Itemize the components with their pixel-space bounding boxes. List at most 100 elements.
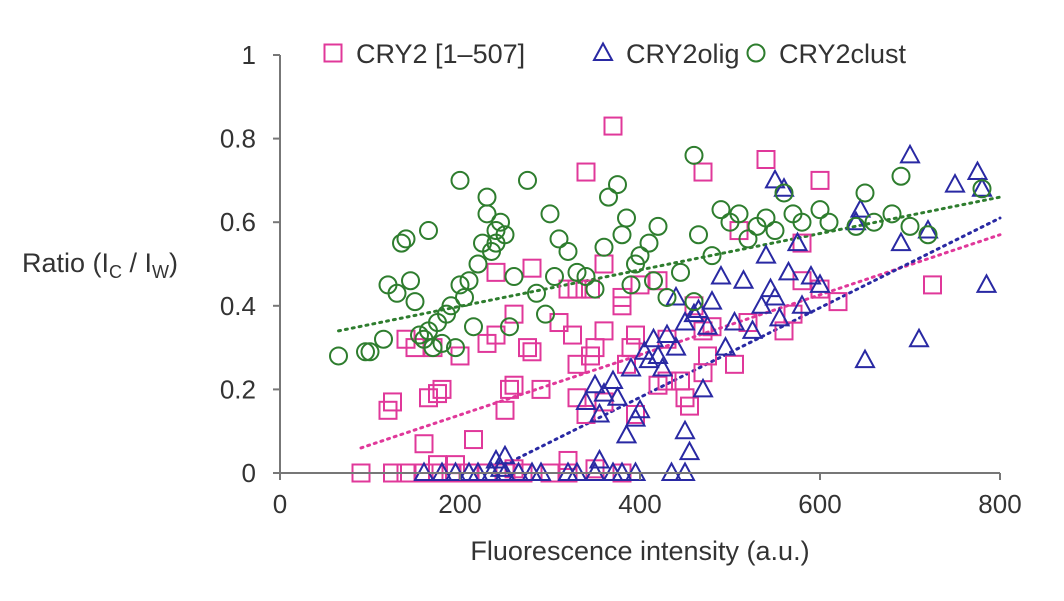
data-point-square <box>522 342 542 362</box>
data-point-triangle <box>584 373 606 394</box>
legend: CRY2 [1–507] CRY2olig CRY2clust <box>323 39 907 69</box>
legend-marker-circle <box>746 43 766 63</box>
data-point-triangle <box>588 448 611 469</box>
data-point-square <box>603 116 623 136</box>
data-point-square <box>594 392 614 412</box>
data-point-triangle <box>588 402 611 423</box>
data-point-triangle <box>768 306 791 327</box>
data-point-triangle <box>809 273 831 293</box>
y-axis-title-mid: / I <box>122 248 152 278</box>
data-point-square <box>792 233 812 253</box>
data-point-triangle <box>444 461 467 481</box>
data-point-circle <box>477 187 497 207</box>
data-point-square <box>464 430 483 450</box>
data-point-circle <box>504 267 524 287</box>
data-point-circle <box>657 287 677 307</box>
data-point-triangle <box>854 348 876 369</box>
data-point-triangle <box>845 210 867 231</box>
data-point-triangle <box>530 461 552 481</box>
data-point-circle <box>900 216 920 236</box>
data-point-square <box>504 304 524 324</box>
data-point-square <box>693 321 713 341</box>
data-point-circle <box>410 325 429 345</box>
data-point-triangle <box>692 377 714 398</box>
data-point-circle <box>792 212 812 232</box>
data-point-square <box>756 150 776 169</box>
data-point-circle <box>882 204 902 224</box>
data-point-circle <box>356 342 375 362</box>
data-point-circle <box>396 229 416 249</box>
data-point-square <box>783 304 803 324</box>
data-point-triangle <box>732 269 755 289</box>
data-point-square <box>563 325 582 345</box>
data-point-square <box>518 338 537 358</box>
data-point-triangle <box>714 336 737 356</box>
x-tick-label: 0 <box>273 489 287 519</box>
data-point-square <box>594 254 614 274</box>
data-point-circle <box>774 183 794 203</box>
y-axis-title: Ratio (IC / IW) <box>22 248 178 282</box>
data-point-circle <box>639 233 659 253</box>
data-point-circle <box>684 145 704 165</box>
data-point-triangle <box>773 177 795 197</box>
data-point-circle <box>432 333 452 353</box>
data-point-square <box>576 162 596 182</box>
data-point-circle <box>387 283 407 303</box>
data-point-triangle <box>642 327 665 348</box>
data-point-circle <box>567 262 587 282</box>
data-point-triangle <box>696 315 719 335</box>
data-point-circle <box>518 170 537 190</box>
data-point-square <box>486 262 506 282</box>
data-point-triangle <box>629 398 651 419</box>
data-point-square <box>923 275 942 295</box>
data-point-circle <box>594 237 614 257</box>
data-point-circle <box>608 175 627 195</box>
data-point-triangle <box>701 290 723 310</box>
data-point-circle <box>374 329 393 349</box>
data-point-circle <box>441 296 461 316</box>
data-point-circle <box>468 254 488 274</box>
data-point-circle <box>621 275 641 295</box>
data-point-square <box>504 375 524 395</box>
data-point-triangle <box>480 461 503 481</box>
data-point-triangle <box>849 198 872 218</box>
data-point-circle <box>729 204 749 224</box>
data-point-square <box>432 379 452 399</box>
data-point-circle <box>423 338 443 358</box>
data-point-circle <box>711 200 731 220</box>
legend-entry: CRY2olig <box>592 39 740 69</box>
legend-marker-square <box>323 43 343 63</box>
data-point-square <box>828 292 848 312</box>
y-tick-label: 0.6 <box>220 207 256 237</box>
data-point-triangle <box>800 264 822 285</box>
data-point-triangle <box>710 264 732 285</box>
data-point-triangle <box>651 356 674 377</box>
data-point-square <box>495 400 515 420</box>
data-point-square <box>383 392 402 412</box>
data-point-triangle <box>413 461 435 481</box>
data-point-triangle <box>971 177 993 197</box>
data-point-circle <box>612 225 632 245</box>
data-point-circle <box>765 221 785 241</box>
data-point-triangle <box>606 386 629 406</box>
y-tick-label: 0.8 <box>220 124 256 154</box>
data-point-circle <box>756 208 776 228</box>
data-point-triangle <box>611 461 633 481</box>
data-point-square <box>486 325 506 345</box>
data-point-triangle <box>741 319 764 339</box>
data-point-triangle <box>759 277 782 298</box>
data-point-triangle <box>944 172 966 193</box>
data-point-circle <box>972 179 992 199</box>
data-point-triangle <box>665 285 687 306</box>
data-point-circle <box>684 292 704 312</box>
data-point-circle <box>846 216 866 236</box>
data-point-triangle <box>660 461 683 481</box>
data-point-triangle <box>593 381 615 402</box>
y-tick-label: 1 <box>242 40 256 70</box>
data-point-circle <box>630 246 650 266</box>
data-point-square <box>414 434 434 454</box>
ticks: 0 200 400 600 800 0 0.2 0.4 0.6 0.8 1 <box>220 40 1022 519</box>
data-point-square <box>680 396 699 416</box>
data-point-circle <box>446 338 465 358</box>
data-point-circle <box>819 212 839 232</box>
